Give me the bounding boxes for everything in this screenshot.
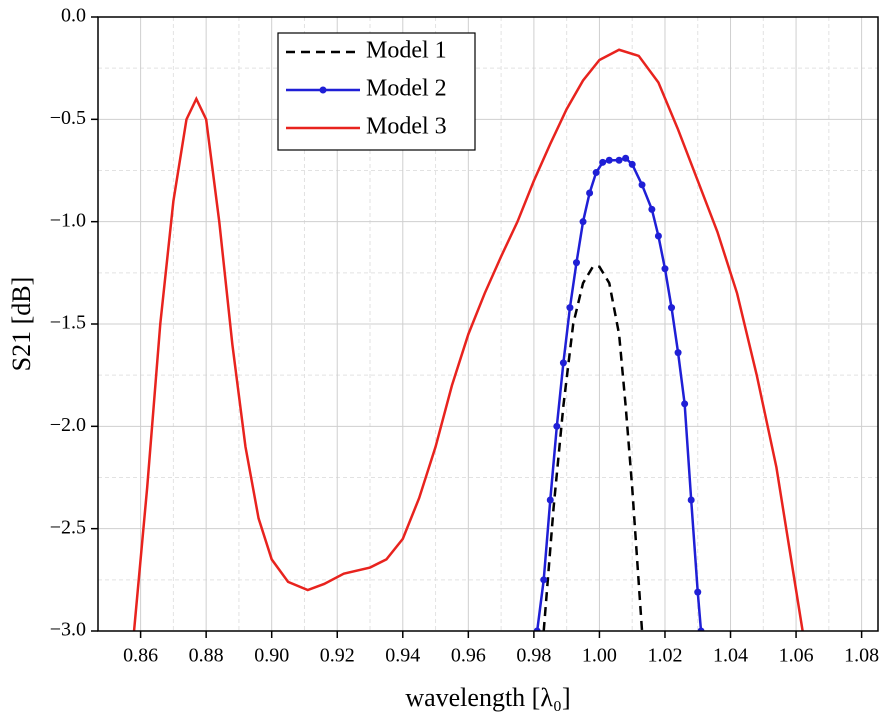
point bbox=[681, 400, 689, 408]
point bbox=[638, 181, 646, 189]
point bbox=[599, 158, 607, 166]
x-tick-label: 1.08 bbox=[844, 645, 879, 667]
point bbox=[586, 189, 594, 197]
legend-box bbox=[277, 32, 476, 151]
point bbox=[579, 218, 587, 226]
point bbox=[668, 304, 676, 312]
point bbox=[553, 422, 561, 430]
y-axis-label: S21 [dB] bbox=[7, 277, 36, 372]
point bbox=[694, 588, 702, 596]
x-tick-label: 1.02 bbox=[647, 645, 682, 667]
legend-label: Model 1 bbox=[366, 38, 447, 64]
y-tick-label: −0.5 bbox=[50, 107, 86, 129]
point bbox=[697, 627, 705, 631]
x-tick-label: 0.96 bbox=[451, 645, 486, 667]
y-tick-label: −2.5 bbox=[50, 516, 86, 538]
x-tick-label: 1.06 bbox=[779, 645, 814, 667]
point bbox=[572, 259, 580, 267]
x-tick-label: 0.98 bbox=[516, 645, 551, 667]
point bbox=[592, 169, 600, 177]
line bbox=[535, 156, 703, 631]
y-tick-label: 0.0 bbox=[61, 5, 86, 27]
point bbox=[566, 304, 574, 312]
x-axis-label: wavelength [λ₀] bbox=[405, 683, 570, 712]
x-tick-label: 0.88 bbox=[189, 645, 224, 667]
point bbox=[540, 576, 548, 584]
x-tick-label: 1.04 bbox=[713, 645, 748, 667]
point bbox=[687, 496, 695, 504]
x-tick-label: 0.86 bbox=[123, 645, 158, 667]
point bbox=[674, 349, 682, 357]
y-tick-label: −1.0 bbox=[50, 209, 86, 231]
y-tick-label: −1.5 bbox=[50, 312, 86, 334]
y-tick-label: −3.0 bbox=[50, 619, 86, 641]
legend-marker bbox=[319, 86, 327, 94]
point bbox=[648, 205, 656, 213]
point bbox=[546, 496, 554, 504]
point bbox=[559, 359, 567, 367]
legend-label: Model 2 bbox=[366, 76, 447, 102]
x-tick-label: 0.90 bbox=[254, 645, 289, 667]
x-tick-label: 0.92 bbox=[320, 645, 355, 667]
y-tick-label: −2.0 bbox=[50, 414, 86, 436]
legend-label: Model 3 bbox=[366, 114, 447, 140]
x-tick-label: 0.94 bbox=[385, 645, 420, 667]
x-tick-label: 1.00 bbox=[582, 645, 617, 667]
line bbox=[542, 265, 644, 631]
point bbox=[654, 232, 662, 240]
plot-frame bbox=[97, 16, 879, 632]
point bbox=[533, 627, 541, 631]
point bbox=[615, 156, 623, 164]
point bbox=[628, 160, 636, 168]
point bbox=[661, 265, 669, 273]
point bbox=[605, 156, 613, 164]
line bbox=[132, 48, 804, 631]
point bbox=[622, 154, 630, 162]
